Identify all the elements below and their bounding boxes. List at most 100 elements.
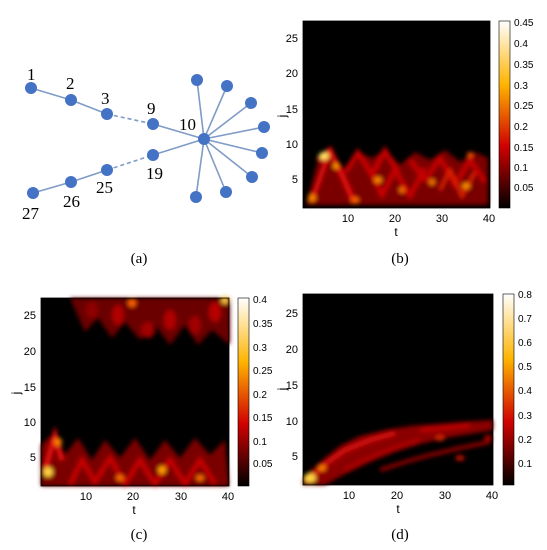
heatmap-b-colorbar-ticks: 0.05 0.1 0.15 0.2 0.25 0.3 0.35 0.4 0.45 [514,18,534,194]
heatmap-b-y-tick: 10 [286,139,298,151]
heatmap-d-x-tick: 30 [439,490,451,502]
colorbar-c-tick: 0.35 [253,319,273,330]
leaf-node [258,121,270,133]
graph-nodes [25,74,270,203]
heatmap-c-colorbar-ticks: 0.05 0.1 0.15 0.2 0.25 0.3 0.35 0.4 [253,295,273,470]
node-1 [25,82,37,94]
node-label-10: 10 [179,115,196,134]
heatmap-b-colorbar [498,20,511,209]
heatmap-d-y-tick: 5 [292,451,298,463]
heatmap-b-y-tick: 5 [292,174,298,186]
panel-captions: (a) (b) (c) (d) [131,251,409,543]
edge-2-3 [70,99,108,115]
colorbar-c-tick: 0.25 [253,366,273,377]
heatmap-b-hotspots [306,145,488,205]
node-10 [198,133,210,145]
colorbar-c-tick: 0.1 [253,437,267,448]
node-26 [65,176,77,188]
node-9 [147,118,159,130]
leaf-node [191,74,203,86]
colorbar-d-tick: 0.5 [518,362,532,373]
colorbar-b-tick: 0.35 [514,60,534,71]
heatmap-b-xlabel: t [394,225,398,239]
heatmap-c-y-tick: 5 [30,452,36,464]
caption-c: (c) [131,527,148,543]
colorbar-b-tick: 0.4 [514,39,528,50]
heatmap-d-xlabel: t [396,502,400,516]
heatmap-c-colorbar [237,297,250,487]
leaf-node [256,147,268,159]
colorbar-d-tick: 0.4 [518,386,532,397]
heatmap-d-y-tick: 10 [286,416,298,428]
caption-a: (a) [131,251,148,267]
edge-3-9-dashed [106,113,154,125]
heatmap-c-x-tick: 40 [222,491,234,503]
heatmap-c-frame [40,297,230,487]
graph-edges [30,79,265,198]
heatmap-d-y-tick: 15 [286,380,298,392]
heatmap-b-frame [302,20,491,209]
heatmap-b-ylabel: j [275,115,289,119]
colorbar-c-tick: 0.15 [253,413,273,424]
colorbar-d-tick: 0.7 [518,314,532,325]
heatmap-c-xlabel: t [132,503,136,517]
heatmap-c-x-ticks: 10 20 30 40 [80,491,234,503]
colorbar-c-tick: 0.2 [253,390,267,401]
edge-9-10 [152,123,205,140]
colorbar-d-tick: 0.1 [518,459,532,470]
leaf-node [190,191,202,203]
heatmap-b-y-tick: 15 [286,104,298,116]
colorbar-b-tick: 0.15 [514,143,534,154]
heatmap-b-y-tick: 25 [286,33,298,45]
node-label-3: 3 [101,89,110,108]
edge-26-25 [70,169,108,183]
caption-b: (b) [391,251,409,267]
node-labels: 1 2 3 9 10 19 25 26 27 [22,65,196,223]
colorbar-b-tick: 0.2 [514,122,528,133]
leaf-node [245,97,257,109]
heatmap-d-x-tick: 20 [391,490,403,502]
edge-hub-leaf [203,126,265,140]
colorbar-c-tick: 0.3 [253,343,267,354]
heatmap-b-y-tick: 20 [286,68,298,80]
edge-25-19-dashed [106,154,154,171]
node-label-25: 25 [96,178,113,197]
heatmap-b-x-tick: 10 [342,213,354,225]
node-2 [65,94,77,106]
caption-d: (d) [391,527,409,543]
heatmap-d-x-tick: 40 [486,490,498,502]
heatmap-d-y-ticks: 5 10 15 20 25 [286,308,298,463]
panel-d-heatmap: 5 10 15 20 25 10 20 30 40 t j 0.1 0.2 0.… [275,290,532,516]
edge-1-2 [30,87,72,101]
heatmap-b-x-tick: 30 [436,213,448,225]
heatmap-d-x-tick: 10 [343,490,355,502]
colorbar-d-tick: 0.3 [518,411,532,422]
heatmap-c-x-tick: 30 [175,491,187,503]
colorbar-d-tick: 0.8 [518,290,532,301]
heatmap-c-x-tick: 20 [127,491,139,503]
heatmap-b-x-tick: 40 [483,213,495,225]
heatmap-c-y-ticks: 5 10 15 20 25 [24,310,36,464]
panel-c-heatmap: 5 10 15 20 25 10 20 30 40 t j 0.05 0.1 0… [9,295,273,517]
heatmap-c-y-tick: 25 [24,310,36,322]
edge-hub-leaf [203,85,228,140]
heatmap-d-colorbar [502,293,515,486]
heatmap-d-ylabel: j [275,388,289,392]
colorbar-c-tick: 0.05 [253,459,273,470]
node-label-2: 2 [66,74,75,93]
colorbar-b-tick: 0.1 [514,163,528,174]
colorbar-b-tick: 0.45 [514,18,534,29]
panel-a-graph: 1 2 3 9 10 19 25 26 27 [22,65,270,223]
node-label-19: 19 [146,164,163,183]
colorbar-c-tick: 0.4 [253,295,267,306]
edge-hub-leaf [203,102,252,140]
colorbar-b-tick: 0.05 [514,183,534,194]
heatmap-d-colorbar-ticks: 0.1 0.2 0.3 0.4 0.5 0.6 0.7 0.8 [518,290,532,470]
heatmap-d-y-tick: 20 [286,344,298,356]
node-label-26: 26 [63,192,80,211]
colorbar-d-tick: 0.6 [518,338,532,349]
heatmap-d-hotspots [303,420,493,485]
leaf-node [220,186,232,198]
heatmap-d-frame [302,293,494,486]
